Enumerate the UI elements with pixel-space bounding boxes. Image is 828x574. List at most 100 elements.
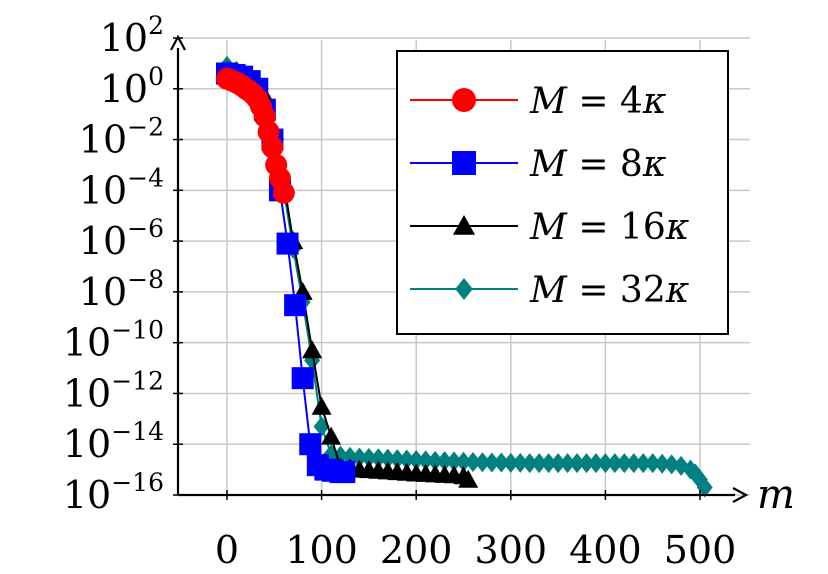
- y-tick-exponent: 0: [148, 62, 164, 91]
- data-point: [569, 453, 586, 474]
- legend-label-kappa: κ: [665, 207, 690, 248]
- legend-label: M = 16κ: [529, 207, 690, 248]
- y-tick-label: 10−6: [79, 214, 164, 263]
- data-point: [502, 452, 519, 473]
- data-point: [644, 453, 661, 474]
- data-point: [464, 451, 481, 472]
- data-point: [370, 448, 387, 469]
- data-point: [635, 453, 652, 474]
- data-point: [291, 367, 314, 390]
- y-tick-base: 10: [63, 422, 111, 466]
- y-tick-label: 10−12: [63, 366, 164, 415]
- data-point: [446, 451, 463, 472]
- x-tick-label: 200: [380, 528, 453, 572]
- y-tick-base: 10: [100, 67, 148, 111]
- data-point: [559, 453, 576, 474]
- legend-label-var: M: [529, 207, 568, 248]
- x-tick-label: 400: [569, 528, 642, 572]
- data-point: [493, 452, 510, 473]
- legend-label: M = 8κ: [529, 144, 667, 185]
- data-point: [474, 452, 491, 473]
- legend-label-var: M: [529, 270, 568, 311]
- legend-marker: [455, 278, 473, 300]
- y-tick-exponent: −16: [111, 468, 164, 497]
- y-tick-label: 10−8: [79, 265, 164, 314]
- y-tick-label: 10−10: [63, 316, 164, 365]
- data-point: [436, 451, 453, 472]
- data-point: [625, 453, 642, 474]
- data-point: [379, 448, 396, 469]
- y-tick-exponent: −2: [127, 113, 164, 142]
- data-point: [540, 453, 557, 474]
- data-point: [398, 449, 415, 470]
- series-square: [216, 62, 356, 484]
- legend-label-var: M: [529, 144, 568, 185]
- legend-entry: M = 16κ: [410, 207, 690, 248]
- data-point: [333, 461, 356, 484]
- data-point: [550, 453, 567, 474]
- y-tick-base: 10: [63, 473, 111, 517]
- x-tick-label: 0: [215, 528, 239, 572]
- series-circle: [216, 67, 295, 204]
- y-tick-label: 10−14: [63, 417, 164, 466]
- axes: m: [170, 34, 795, 518]
- legend-entry: M = 4κ: [410, 81, 667, 122]
- legend-marker: [453, 215, 475, 235]
- y-tick-label: 102: [100, 11, 164, 60]
- data-point: [427, 450, 444, 471]
- y-tick-base: 10: [79, 270, 127, 314]
- legend-label-eq: = 32: [567, 270, 666, 311]
- data-point: [616, 453, 633, 474]
- legend-label: M = 4κ: [529, 81, 667, 122]
- y-tick-exponent: −6: [127, 214, 164, 243]
- y-tick-base: 10: [100, 16, 148, 60]
- data-point: [311, 396, 332, 415]
- data-series: [216, 55, 713, 498]
- data-point: [654, 453, 671, 474]
- data-point: [389, 449, 406, 470]
- y-tick-base: 10: [63, 321, 111, 365]
- y-tick-exponent: −14: [111, 417, 164, 446]
- y-tick-label: 10−4: [79, 163, 164, 212]
- x-tick-labels: 0 100 200 300 400 500: [215, 490, 736, 572]
- data-point: [531, 453, 548, 474]
- data-point: [521, 453, 538, 474]
- y-tick-exponent: −10: [111, 316, 164, 345]
- legend-entry: M = 32κ: [410, 270, 690, 311]
- y-tick-base: 10: [63, 371, 111, 415]
- y-tick-labels: 10210010−210−410−610−810−1010−1210−1410−…: [63, 11, 183, 517]
- x-tick-label: 300: [475, 528, 548, 572]
- legend-marker: [452, 151, 476, 175]
- y-tick-label: 10−16: [63, 468, 164, 517]
- legend-label-kappa: κ: [642, 144, 667, 185]
- data-point: [351, 447, 368, 468]
- legend-label-kappa: κ: [642, 81, 667, 122]
- y-tick-exponent: 2: [148, 11, 164, 40]
- data-point: [606, 453, 623, 474]
- data-point: [483, 452, 500, 473]
- y-tick-base: 10: [79, 168, 127, 212]
- data-point: [663, 454, 680, 475]
- x-tick-label: 100: [285, 528, 358, 572]
- x-tick-label: 500: [664, 528, 737, 572]
- data-point: [597, 453, 614, 474]
- data-point: [284, 294, 307, 317]
- y-tick-base: 10: [79, 118, 127, 162]
- data-point: [578, 453, 595, 474]
- data-point: [276, 232, 299, 255]
- data-point: [360, 447, 377, 468]
- legend-label-eq: = 16: [567, 207, 666, 248]
- data-point: [512, 452, 529, 473]
- data-point: [272, 181, 295, 204]
- y-tick-exponent: −8: [127, 265, 164, 294]
- legend-label-kappa: κ: [665, 270, 690, 311]
- y-axis-arrow: [170, 34, 186, 51]
- x-axis-label: m: [757, 472, 795, 518]
- data-point: [587, 453, 604, 474]
- y-tick-label: 10−2: [79, 113, 164, 162]
- x-axis-arrow: [732, 487, 749, 503]
- legend-entry: M = 8κ: [410, 144, 667, 185]
- legend-label-var: M: [529, 81, 568, 122]
